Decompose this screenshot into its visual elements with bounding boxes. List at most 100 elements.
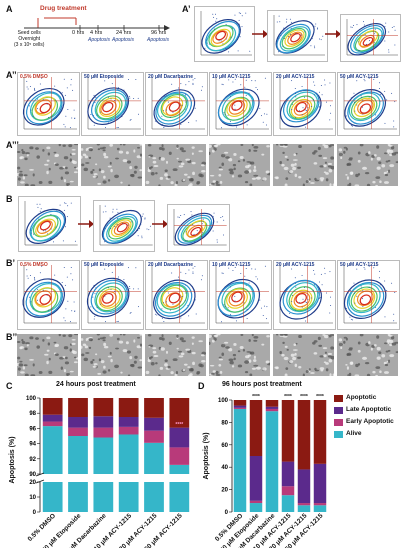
flow-plot: 10 μM ACY-1215 — [209, 260, 272, 330]
gating-plot — [167, 204, 230, 252]
bar-segment — [118, 398, 139, 417]
density-plot — [151, 77, 205, 130]
micrograph — [209, 334, 270, 376]
bar-segment — [249, 400, 263, 456]
panel-label-c: C — [6, 381, 13, 391]
y-tick-label: 100 — [26, 396, 37, 402]
y-tick-label: 0 — [225, 510, 229, 516]
density-plot — [22, 265, 77, 324]
y-tick-label: 20 — [221, 488, 228, 494]
timeline-diagram — [24, 17, 170, 31]
flow-row-96h: 0.5% DMSO 50 μM Etoposide 20 μM Dacarbazin… — [16, 260, 400, 330]
micrograph — [337, 334, 398, 376]
y-tick-label: 94 — [29, 442, 36, 448]
flow-plot-title: 10 μM ACY-1215 — [212, 74, 251, 80]
density-plot — [343, 265, 397, 324]
seed-cells-text: Seed cells Overnight (3 x 10⁵ cells) — [14, 30, 44, 48]
gating-plot — [92, 200, 156, 252]
flow-plot: 10 μM ACY-1215 — [209, 72, 272, 136]
legend-swatch-apoptotic — [334, 395, 343, 402]
panel-label-d: D — [198, 381, 205, 391]
flow-plot: 0.5% DMSO — [17, 72, 80, 136]
cells-texture — [17, 144, 78, 186]
bar-segment — [297, 469, 311, 504]
flow-plot-title: 10 μM ACY-1215 — [212, 262, 251, 268]
density-plot — [273, 15, 325, 56]
flow-plot-title: 50 μM ACY-1215 — [340, 74, 379, 80]
density-plot — [174, 209, 227, 246]
micrograph — [273, 144, 334, 186]
bar-segment — [233, 405, 247, 408]
significance-stars: **** — [284, 394, 292, 400]
bar-segment — [233, 400, 247, 406]
panel-label-a: A — [6, 4, 13, 14]
density-plot — [346, 19, 398, 56]
bar-segment — [93, 416, 114, 428]
panel-label-a3: A’’’ — [6, 140, 19, 150]
timepoint-24: 24 hrs — [116, 30, 132, 36]
bar-alive-lower — [144, 482, 164, 512]
bar-segment — [42, 414, 63, 422]
micrograph — [209, 144, 270, 186]
bar-segment — [42, 421, 63, 427]
y-tick-label: 40 — [221, 465, 228, 471]
seed-line-2: Overnight — [18, 36, 41, 42]
arrow-icon — [252, 30, 268, 38]
significance-stars: **** — [252, 394, 260, 400]
density-plot — [279, 265, 333, 324]
y-axis-label: Apoptosis (%) — [203, 432, 210, 479]
y-tick-label: 90 — [29, 472, 36, 478]
micrograph — [145, 334, 206, 376]
y-axis-label: Apoptosis (%) — [9, 436, 16, 483]
flow-plot: 50 μM ACY-1215 — [337, 260, 400, 330]
gating-strategy-b — [18, 196, 230, 252]
micrograph — [273, 334, 334, 376]
flow-plot: 50 μM Etoposide — [81, 72, 144, 136]
cells-texture — [145, 144, 206, 186]
bar-segment — [281, 486, 295, 496]
cells-texture — [209, 334, 270, 376]
bar-segment — [265, 411, 279, 512]
panel-label-b1: B’ — [6, 258, 15, 268]
flow-plot-title: 20 μM ACY-1215 — [276, 262, 315, 268]
y-tick-label: 0 — [33, 510, 37, 516]
flow-plot-title: 50 μM ACY-1215 — [340, 262, 379, 268]
flow-plot: 50 μM ACY-1215 — [337, 72, 400, 136]
bar-segment — [233, 408, 247, 512]
flow-plot: 20 μM ACY-1215 — [273, 260, 336, 330]
bar-segment — [281, 495, 295, 512]
density-plot — [22, 77, 77, 130]
density-plot — [215, 265, 269, 324]
bar-segment — [144, 417, 164, 431]
drug-treatment-label: Drug treatment — [40, 5, 87, 12]
bar-alive-lower — [118, 482, 139, 512]
micrograph — [17, 334, 78, 376]
arrow-icon — [152, 220, 169, 228]
chart-d-svg: Apoptosis (%) 0 20 40 60 80 100 **** **** **** ***… — [203, 394, 327, 548]
flow-plot: 20 μM ACY-1215 — [273, 72, 336, 136]
bar-segment — [118, 417, 139, 427]
bar-alive-lower — [68, 482, 88, 512]
cells-texture — [274, 144, 334, 186]
density-plot — [215, 77, 269, 130]
bar-segment — [297, 505, 311, 512]
bar-segment — [249, 500, 263, 504]
y-tick-label: 10 — [29, 495, 36, 501]
bar-segment — [93, 398, 114, 417]
flow-plot: 20 μM Dacarbazine — [145, 260, 208, 330]
cells-texture — [338, 144, 398, 186]
y-tick-label: 60 — [221, 443, 228, 449]
density-plot — [87, 77, 141, 130]
bar-segment — [313, 505, 327, 512]
flow-plot-title: 20 μM ACY-1215 — [276, 74, 315, 80]
y-tick-label: 100 — [218, 398, 229, 404]
bar-segment — [68, 398, 88, 417]
bar-segment — [68, 436, 88, 474]
gating-strategy-a — [194, 6, 401, 62]
seed-line-3: (3 x 10⁵ cells) — [14, 42, 45, 48]
legend-swatch-early — [334, 419, 343, 426]
bar-segment — [233, 407, 247, 409]
panel-label-a2: A’’ — [6, 70, 17, 80]
timepoint-96: 96 hrs — [151, 30, 167, 36]
legend-apoptotic: Apoptotic — [346, 394, 377, 401]
